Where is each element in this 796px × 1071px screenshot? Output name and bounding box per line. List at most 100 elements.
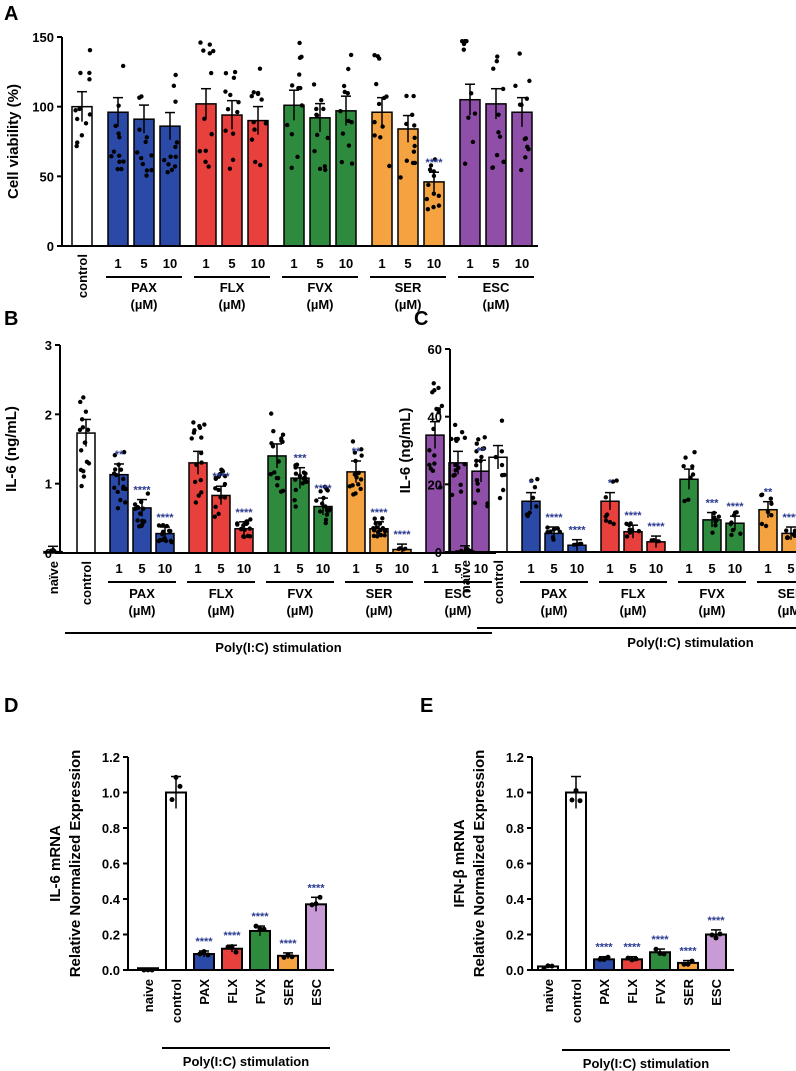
significance-label: **** (195, 936, 213, 948)
bar (511, 111, 533, 247)
data-point (269, 411, 274, 416)
data-point (297, 72, 302, 77)
data-point (759, 492, 765, 497)
data-point (317, 894, 323, 900)
data-point (763, 523, 769, 529)
y-tick-label: 0.8 (506, 821, 524, 836)
data-point (173, 72, 178, 78)
data-point (201, 48, 206, 53)
data-point (197, 951, 203, 957)
data-point (222, 495, 228, 500)
data-point (461, 47, 466, 52)
y-tick-label: 0.6 (506, 857, 524, 872)
data-point (436, 203, 442, 208)
x-tick-label: 10 (163, 256, 177, 271)
data-point (232, 69, 238, 75)
x-tick-label: 5 (550, 561, 557, 576)
x-tick-label: 10 (515, 256, 529, 271)
data-point (144, 173, 149, 178)
y-tick-label: 0 (435, 545, 442, 560)
data-point (526, 147, 531, 152)
x-tick-label: 1 (202, 256, 209, 271)
data-point (199, 460, 204, 465)
data-point (289, 954, 295, 960)
data-point (522, 136, 528, 142)
data-point (412, 160, 418, 166)
data-point (614, 478, 619, 483)
bar (679, 478, 699, 553)
x-tick-label: 1 (378, 256, 385, 271)
data-point (573, 787, 579, 793)
data-point (143, 139, 148, 145)
data-point (295, 154, 300, 160)
data-point (474, 463, 479, 468)
data-point (372, 516, 377, 521)
data-point (259, 97, 264, 102)
group-label: FVX (699, 586, 725, 601)
data-point (692, 449, 697, 455)
data-point (199, 435, 204, 440)
data-point (607, 519, 613, 525)
data-point (551, 527, 557, 532)
data-point (624, 521, 629, 527)
group-label: (µM) (483, 297, 510, 312)
data-point (165, 169, 170, 175)
x-tick-label: 5 (787, 561, 794, 576)
data-point (478, 458, 483, 464)
y-axis-title: Cell viability (%) (5, 84, 22, 199)
y-axis-title: Relative Normalized Expression (67, 750, 84, 978)
y-tick-label: 0 (47, 239, 54, 254)
data-point (280, 432, 286, 437)
data-point (164, 523, 170, 529)
data-point (112, 452, 118, 458)
data-point (411, 149, 417, 154)
data-point (258, 162, 263, 168)
data-point (139, 155, 144, 161)
x-tick-label: 1 (764, 561, 771, 576)
data-point (135, 505, 140, 510)
significance-label: **** (651, 934, 669, 946)
data-point (173, 99, 178, 104)
data-point (524, 96, 530, 101)
data-point (323, 520, 328, 526)
data-point (257, 66, 263, 71)
data-point (525, 513, 530, 519)
x-tick-label: FLX (225, 979, 240, 1004)
data-point (501, 159, 507, 165)
data-point (293, 504, 298, 509)
y-axis-title: IL-6 mRNA (47, 825, 64, 902)
x-tick-label: 5 (296, 561, 303, 576)
data-point (432, 388, 437, 393)
data-point (297, 55, 303, 61)
data-point (198, 477, 203, 483)
x-tick-label: 10 (728, 561, 742, 576)
data-point (202, 422, 207, 427)
data-point (212, 514, 218, 519)
data-point (535, 476, 540, 482)
data-point (494, 58, 500, 64)
data-point (374, 81, 379, 87)
data-point (373, 521, 378, 526)
x-tick-label: 1 (290, 256, 297, 271)
bar (488, 456, 508, 553)
significance-label: **** (595, 942, 613, 954)
group-label: (µM) (208, 603, 235, 618)
data-point (690, 472, 696, 477)
data-point (513, 83, 518, 89)
group-label: PAX (541, 586, 567, 601)
data-point (359, 453, 364, 458)
data-point (137, 127, 142, 132)
data-point (784, 528, 789, 533)
data-point (117, 135, 122, 140)
data-point (382, 533, 387, 538)
data-point (317, 166, 323, 172)
significance-label: * (608, 478, 613, 490)
data-point (436, 385, 441, 391)
group-label: PAX (129, 586, 155, 601)
data-point (292, 497, 297, 503)
bar (165, 791, 187, 971)
data-point (349, 161, 355, 166)
y-tick-label: 1.0 (102, 786, 120, 801)
group-label: (µM) (307, 297, 334, 312)
data-point (428, 466, 433, 471)
